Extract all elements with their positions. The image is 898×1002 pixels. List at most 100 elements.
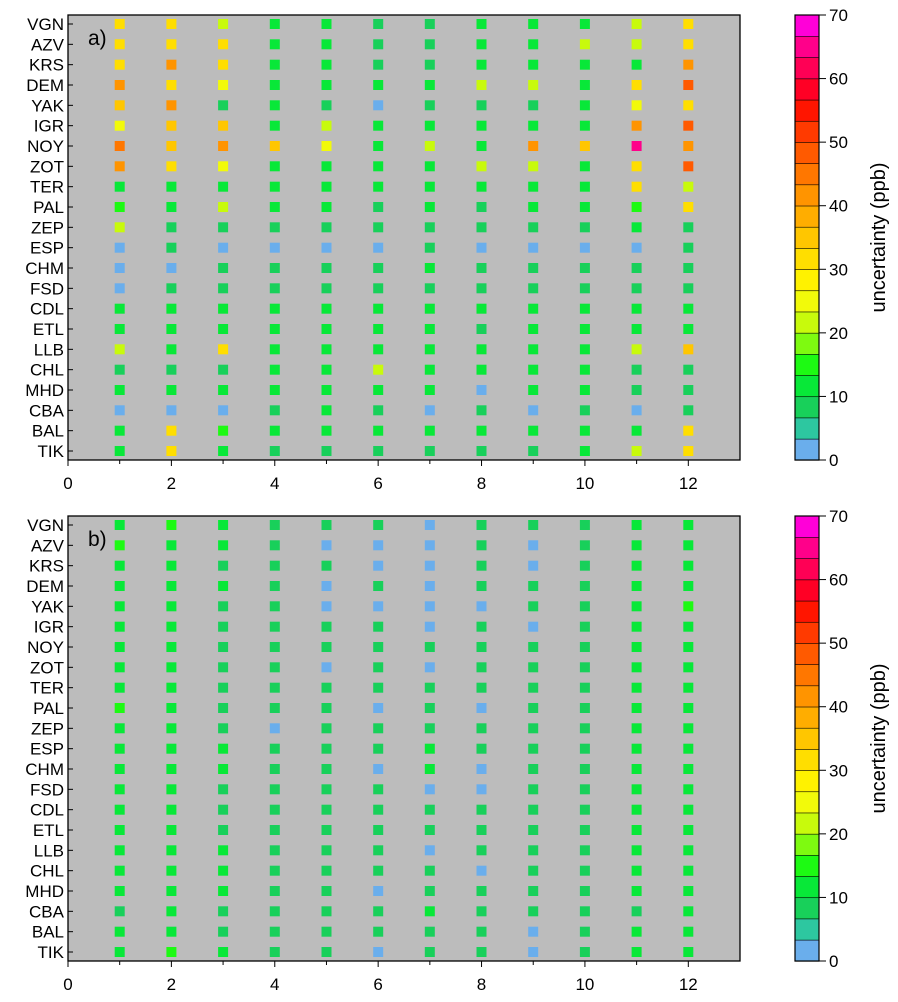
heatmap-cell [631,446,642,456]
heatmap-cell [321,242,332,253]
heatmap-cell [683,120,694,131]
heatmap-cell [321,723,332,734]
heatmap-cell [166,784,177,795]
heatmap-cell [528,303,539,314]
colorbar-segment [794,311,820,334]
heatmap-cell [579,303,590,314]
heatmap-cell [269,242,280,253]
heatmap-cell [424,560,435,571]
colorbar-segment [794,600,820,623]
panel-label: b) [88,528,107,551]
heatmap-cell [373,926,384,937]
heatmap-cell [476,642,487,652]
heatmap-cell [579,39,590,50]
heatmap-cell [218,222,229,233]
heatmap-cell [631,784,642,795]
heatmap-cell [218,743,229,754]
heatmap-cell [476,601,487,612]
heatmap-cell [424,581,435,591]
heatmap-cell [476,764,487,774]
heatmap-cell [373,263,384,273]
heatmap-cell [424,222,435,233]
heatmap-cell [579,601,590,612]
heatmap-cell [579,723,590,734]
heatmap-cell [114,601,125,612]
heatmap-cell [631,723,642,734]
colorbar-tick-label: 70 [829,507,848,526]
heatmap-cell [269,764,280,774]
heatmap-cell [528,283,539,294]
heatmap-cell [476,581,487,591]
plot-frame [67,515,741,962]
heatmap-cell [269,19,280,29]
heatmap-cell [114,364,125,375]
panel-label: a) [88,27,107,50]
heatmap-cell [373,682,384,693]
heatmap-cell [579,324,590,334]
heatmap-cell [218,601,229,612]
heatmap-cell [476,344,487,355]
heatmap-cell [579,202,590,212]
heatmap-cell [579,80,590,90]
heatmap-cell [114,743,125,754]
heatmap-cell [528,764,539,774]
heatmap-cell [269,141,280,151]
y-tick-label: BAL [32,923,64,942]
heatmap-cell [218,181,229,192]
heatmap-cell [528,161,539,172]
heatmap-cell [528,324,539,334]
heatmap-cell [373,804,384,815]
heatmap-cell [114,141,125,151]
colorbar-label: uncertainty (ppb) [868,162,890,312]
heatmap-cell [528,642,539,652]
heatmap-cell [166,242,177,253]
heatmap-cell [424,100,435,111]
heatmap-cell [528,845,539,856]
y-tick-label: ESP [30,740,64,759]
heatmap-cell [528,825,539,835]
heatmap-cell [166,947,177,957]
colorbar-segment [794,664,820,687]
y-tick-label: FSD [30,279,64,298]
colorbar-tick-label: 0 [829,952,838,971]
heatmap-cell [579,446,590,456]
heatmap-cell [631,621,642,632]
y-tick-label: CHM [25,760,64,779]
colorbar-segment [794,14,820,37]
colorbar-tick-label: 50 [829,634,848,653]
plot-area [68,15,740,460]
heatmap-cell [269,723,280,734]
colorbar-segment [794,163,820,186]
heatmap-cell [218,283,229,294]
heatmap-cell [579,344,590,355]
heatmap-cell [631,560,642,571]
heatmap-cell [218,324,229,334]
heatmap-cell [631,886,642,896]
heatmap-cell [373,425,384,436]
heatmap-cell [373,947,384,957]
heatmap-cell [683,540,694,551]
colorbar-tick-label: 20 [829,324,848,343]
colorbar-segment [794,791,820,814]
heatmap-cell [631,100,642,111]
colorbar-segment [794,78,820,101]
heatmap-cell [631,324,642,334]
heatmap-cell [114,926,125,937]
heatmap-cell [683,845,694,856]
heatmap-cell [373,324,384,334]
colorbar-segment [794,247,820,270]
heatmap-cell [269,926,280,937]
heatmap-cell [373,743,384,754]
heatmap-cell [269,80,280,90]
heatmap-cell [373,222,384,233]
y-tick-label: AZV [31,35,65,54]
heatmap-cell [424,804,435,815]
heatmap-cell [114,723,125,734]
heatmap-cell [166,19,177,29]
heatmap-cell [114,642,125,652]
heatmap-cell [528,202,539,212]
y-tick-label: NOY [27,137,64,156]
heatmap-cell [528,446,539,456]
